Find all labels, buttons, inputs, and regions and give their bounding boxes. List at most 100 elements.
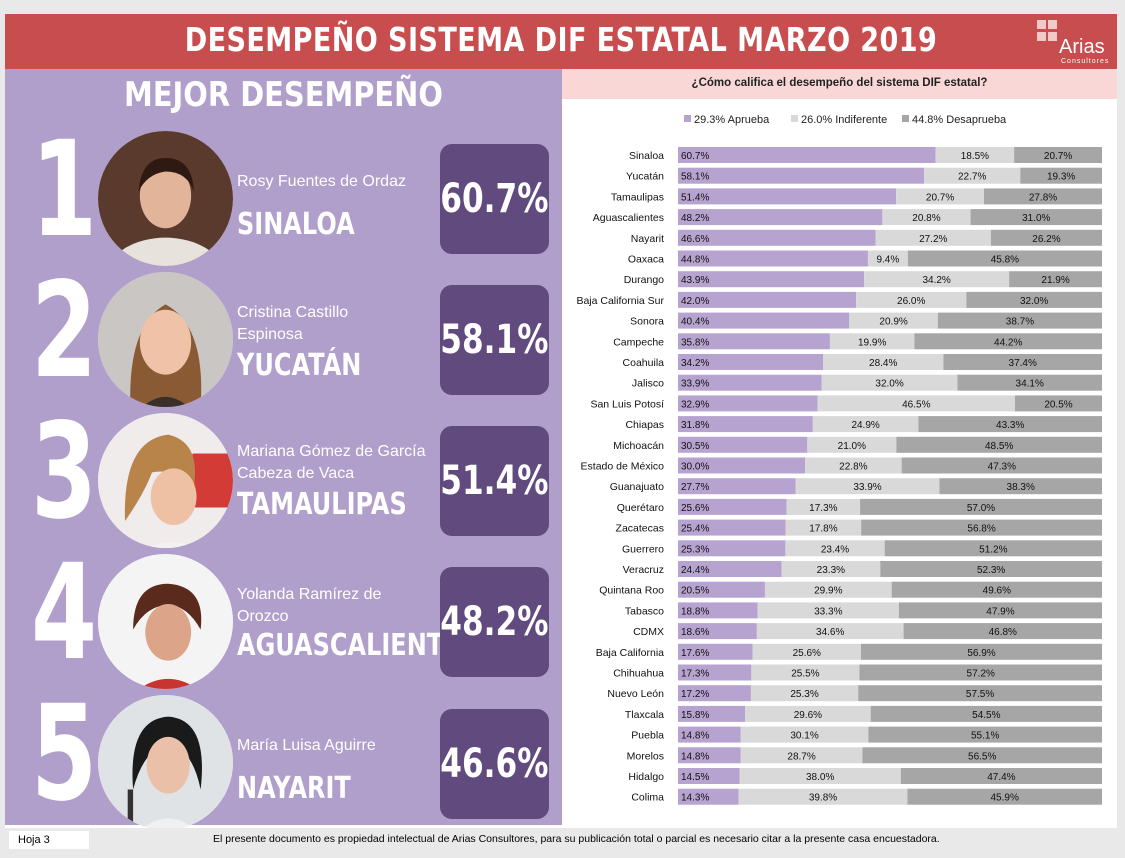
data-label: 46.5% — [902, 399, 930, 410]
logo-name: Arias — [1059, 36, 1105, 58]
bar-segment-desaprueba — [1009, 271, 1102, 288]
data-label: 48.5% — [985, 441, 1013, 452]
category-label: Baja California Sur — [576, 295, 664, 307]
chart-legend: 29.3% Aprueba 26.0% Indiferente 44.8% De… — [562, 114, 1117, 128]
bar-segment-indiferente — [740, 747, 863, 764]
data-label: 21.0% — [838, 441, 866, 452]
data-label: 20.8% — [912, 213, 940, 224]
data-label: 38.3% — [1007, 482, 1035, 493]
bar-segment-desaprueba — [966, 291, 1102, 308]
bar-segment-indiferente — [807, 436, 897, 453]
data-label: 45.9% — [991, 793, 1019, 804]
bar-segment-desaprueba — [957, 374, 1102, 391]
bar-segment-indiferente — [875, 229, 991, 246]
data-label: 54.5% — [972, 710, 1000, 721]
portrait-photo — [98, 413, 233, 548]
ranking-item: 1 Rosy Fuentes de Ordaz SINALOA 60.7% — [5, 124, 562, 271]
state-name: NAYARIT — [237, 771, 351, 806]
category-label: Oaxaca — [628, 254, 664, 266]
copyright-note: El presente documento es propiedad intel… — [213, 833, 940, 845]
category-label: Jalisco — [632, 378, 664, 390]
bar-segment-desaprueba — [860, 498, 1102, 515]
logo-subtitle: Consultores — [1061, 58, 1110, 65]
percentage-badge: 60.7% — [440, 144, 549, 254]
bar-segment-indiferente — [817, 395, 1015, 412]
data-label: 24.4% — [681, 565, 709, 576]
data-label: 30.0% — [681, 462, 709, 473]
data-label: 57.2% — [967, 669, 995, 680]
data-label: 34.2% — [681, 358, 709, 369]
bar-segment-desaprueba — [939, 478, 1102, 495]
category-label: CDMX — [633, 626, 664, 638]
data-label: 39.8% — [809, 793, 837, 804]
category-label: Veracruz — [623, 564, 664, 576]
legend-swatch — [684, 115, 691, 122]
bar-segment-aprueba — [678, 291, 857, 308]
category-label: Nayarit — [631, 233, 664, 245]
bar-segment-aprueba — [678, 768, 740, 784]
data-label: 31.8% — [681, 420, 709, 431]
bar-segment-aprueba — [678, 312, 850, 329]
bar-segment-aprueba — [678, 147, 936, 163]
rank-number: 2 — [31, 254, 98, 408]
bar-segment-aprueba — [678, 726, 741, 743]
data-label: 32.0% — [1020, 296, 1048, 307]
data-label: 45.8% — [991, 255, 1019, 266]
bar-segment-aprueba — [678, 188, 897, 205]
person-name: Rosy Fuentes de Ordaz — [237, 173, 406, 190]
legend-swatch — [902, 115, 909, 122]
bar-segment-desaprueba — [937, 312, 1102, 329]
report-page: DESEMPEÑO SISTEMA DIF ESTATAL MARZO 2019… — [5, 14, 1117, 852]
state-name: TAMAULIPAS — [237, 487, 407, 522]
data-label: 51.4% — [681, 192, 709, 203]
data-label: 23.4% — [821, 544, 849, 555]
category-label: Estado de México — [581, 461, 665, 473]
data-label: 27.8% — [1029, 192, 1057, 203]
bar-segment-indiferente — [786, 498, 861, 515]
percentage-badge: 48.2% — [440, 567, 549, 677]
bar-segment-desaprueba — [898, 602, 1102, 619]
bar-segment-indiferente — [856, 291, 967, 308]
bar-segment-indiferente — [812, 416, 919, 433]
data-label: 47.9% — [986, 606, 1014, 617]
legend-item-indiferente: 26.0% Indiferente — [791, 114, 887, 126]
person-name: Mariana Gómez de García Cabeza de Vaca — [237, 443, 426, 482]
data-label: 37.4% — [1009, 358, 1037, 369]
page-title: DESEMPEÑO SISTEMA DIF ESTATAL MARZO 2019 — [184, 20, 938, 59]
ranking-item: 2 Cristina Castillo Espinosa YUCATÁN 58.… — [5, 265, 562, 412]
category-label: Sonora — [630, 316, 664, 328]
data-label: 46.8% — [989, 627, 1017, 638]
category-label: Campeche — [613, 336, 664, 348]
bar-segment-indiferente — [757, 602, 899, 619]
data-label: 57.0% — [967, 503, 995, 514]
data-label: 31.0% — [1022, 213, 1050, 224]
bar-segment-aprueba — [678, 250, 868, 267]
bar-segment-aprueba — [678, 581, 765, 598]
bar-segment-aprueba — [678, 643, 753, 660]
data-label: 20.5% — [681, 586, 709, 597]
data-label: 25.3% — [790, 689, 818, 700]
category-label: Nuevo León — [607, 688, 664, 700]
footer: Hoja 3 El presente documento es propieda… — [5, 828, 1117, 852]
chart-question-bar: ¿Cómo califica el desempeño del sistema … — [562, 69, 1117, 99]
bar-segment-indiferente — [864, 271, 1010, 288]
data-label: 47.3% — [988, 462, 1016, 473]
data-label: 49.6% — [983, 586, 1011, 597]
person-name: Cristina Castillo Espinosa — [237, 304, 349, 343]
data-label: 30.5% — [681, 441, 709, 452]
bar-segment-desaprueba — [880, 561, 1102, 577]
bar-segment-desaprueba — [943, 354, 1102, 370]
percentage-badge: 51.4% — [440, 426, 549, 536]
data-label: 19.3% — [1047, 172, 1075, 183]
data-label: 24.9% — [851, 420, 879, 431]
data-label: 14.5% — [681, 772, 709, 783]
bar-segment-aprueba — [678, 271, 865, 288]
ranking-panel: MEJOR DESEMPEÑO 1 Rosy Fuentes de Ordaz … — [5, 69, 562, 830]
person-name: Yolanda Ramírez de Orozco — [237, 586, 382, 625]
bar-segment-indiferente — [795, 478, 940, 495]
data-label: 18.6% — [681, 627, 709, 638]
portrait-photo — [98, 131, 233, 266]
bar-segment-desaprueba — [900, 768, 1102, 784]
ranking-title: MEJOR DESEMPEÑO — [124, 75, 443, 115]
data-label: 38.0% — [806, 772, 834, 783]
